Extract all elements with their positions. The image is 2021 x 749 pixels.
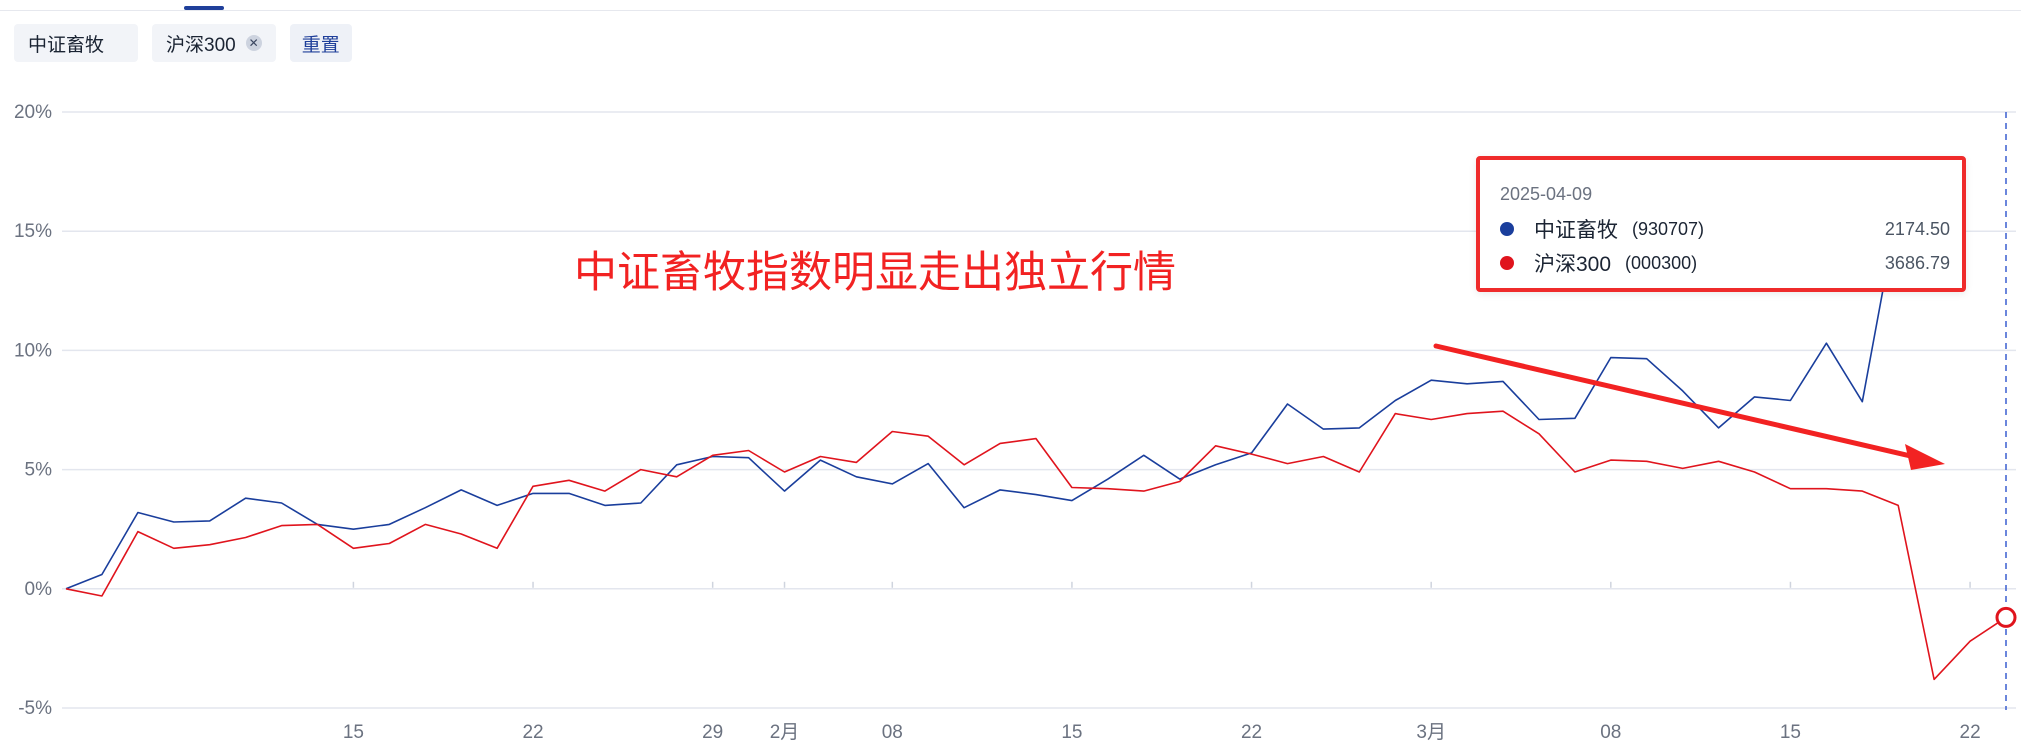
series-dot-icon [1500, 256, 1514, 270]
x-tick-label: 08 [882, 722, 903, 743]
y-tick-label: 0% [25, 579, 53, 600]
filter-bar: 中证畜牧 沪深300 ✕ 重置 [14, 24, 352, 62]
chart-tooltip: 2025-04-09 中证畜牧 (930707) 2174.50 沪深300 (… [1476, 156, 1966, 292]
trend-arrow [1433, 343, 1945, 470]
y-tick-label: 20% [14, 102, 52, 123]
gridlines [62, 111, 2016, 709]
x-tick-label: 15 [343, 722, 364, 743]
compare-chip[interactable]: 沪深300 ✕ [152, 24, 276, 62]
x-tick-label: 22 [1241, 722, 1262, 743]
hover-point-marker [1995, 606, 2017, 628]
x-tick-label: 2月 [770, 722, 800, 743]
annotation-text: 中证畜牧指数明显走出独立行情 [574, 249, 1176, 297]
series-line [65, 201, 1935, 590]
tooltip-series-value: 3686.79 [1884, 252, 1950, 273]
index-chip-label: 中证畜牧 [28, 34, 105, 56]
series-dot-icon [1500, 222, 1514, 236]
reset-button-label: 重置 [301, 34, 340, 56]
x-tick-label: 08 [1600, 722, 1621, 743]
x-tick-label: 22 [522, 722, 543, 743]
x-axis-labels: 1522292月0815223月081522294月08 [343, 581, 1981, 743]
reset-button[interactable]: 重置 [289, 24, 352, 62]
x-tick-label: 3月 [1416, 722, 1446, 743]
tooltip-row: 中证畜牧 (930707) 2174.50 [1500, 214, 1950, 244]
tooltip-series-name: 中证畜牧 [1534, 219, 1618, 242]
y-tick-label: 10% [14, 340, 52, 361]
x-tick-label: 15 [1061, 722, 1082, 743]
top-divider [0, 10, 2021, 11]
arrow-head [1905, 444, 1945, 470]
tooltip-series-code: (930707) [1632, 218, 1705, 239]
x-tick-label: 29 [702, 722, 723, 743]
compare-chip-label: 沪深300 [166, 34, 236, 56]
index-chip[interactable]: 中证畜牧 [14, 24, 138, 62]
y-tick-label: 15% [14, 221, 52, 242]
close-icon[interactable]: ✕ [245, 35, 262, 51]
tooltip-series-name: 沪深300 [1534, 253, 1612, 276]
x-tick-label: 22 [1960, 722, 1981, 743]
tooltip-row: 沪深300 (000300) 3686.79 [1500, 248, 1950, 278]
y-tick-label: -5% [18, 698, 52, 719]
tooltip-date: 2025-04-09 [1500, 184, 1593, 204]
tooltip-series-code: (000300) [1625, 252, 1698, 273]
series-line [65, 410, 2007, 681]
arrow-shaft [1433, 343, 1918, 460]
active-tab-indicator [184, 6, 224, 10]
x-tick-label: 15 [1780, 722, 1801, 743]
y-axis-labels: 20% 15% 10% 5% 0% -5% [14, 102, 52, 719]
series-lines [65, 201, 2007, 681]
y-tick-label: 5% [25, 460, 53, 481]
tooltip-series-value: 2174.50 [1884, 218, 1950, 239]
